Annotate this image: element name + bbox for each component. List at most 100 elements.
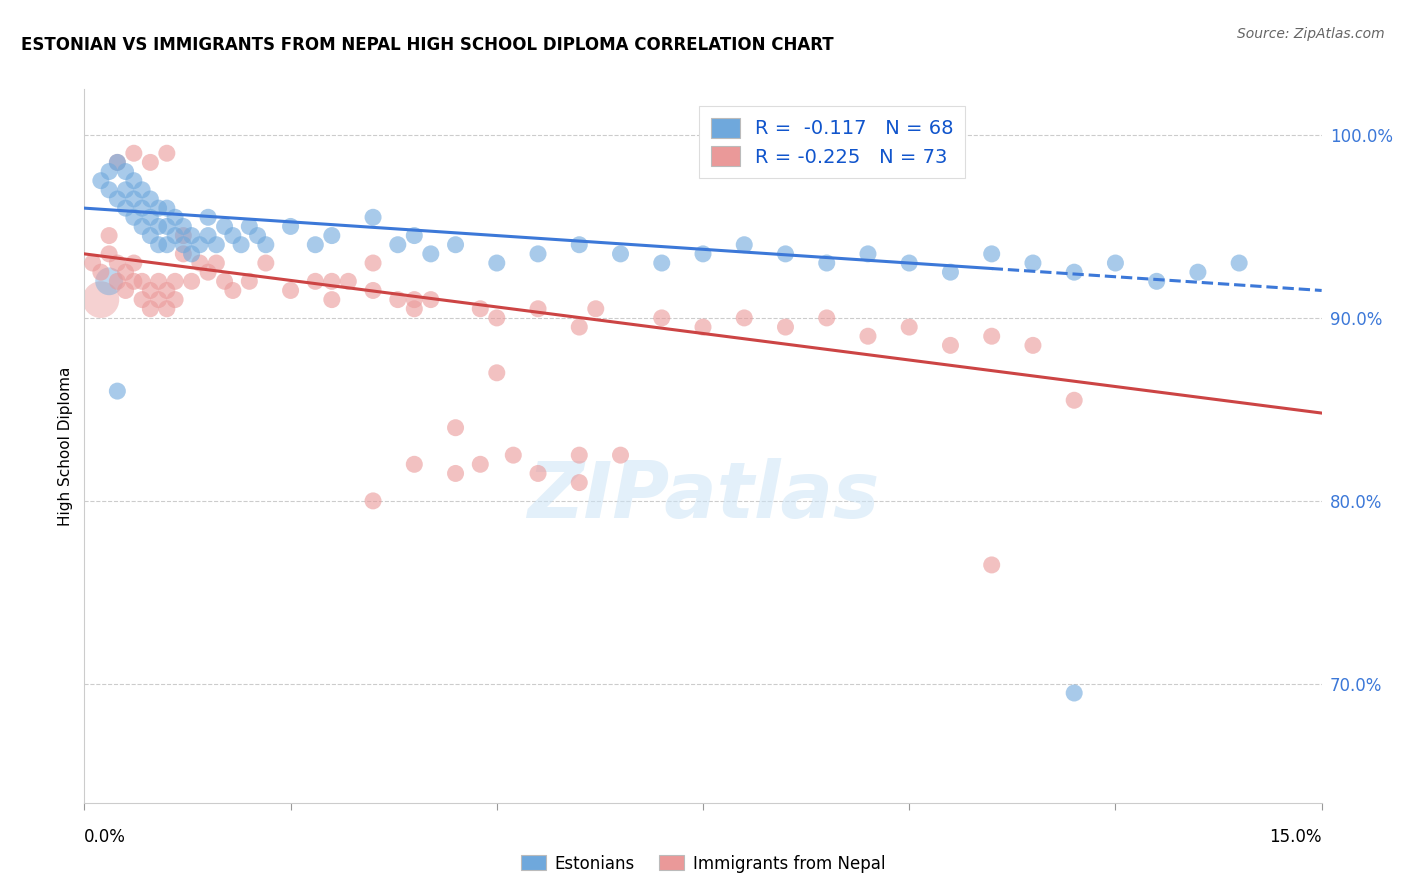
Point (131, 201, 153, 215)
Point (238, 219, 260, 234)
Point (404, 301, 426, 316)
Point (172, 247, 194, 261)
Point (337, 274, 360, 288)
Point (1063, 686, 1085, 700)
Point (980, 558, 1002, 572)
Point (1063, 265, 1085, 279)
Point (692, 320, 714, 334)
Text: ESTONIAN VS IMMIGRANTS FROM NEPAL HIGH SCHOOL DIPLOMA CORRELATION CHART: ESTONIAN VS IMMIGRANTS FROM NEPAL HIGH S… (21, 36, 834, 54)
Point (1146, 274, 1168, 288)
Point (419, 293, 441, 307)
Point (609, 448, 631, 462)
Point (122, 211, 145, 225)
Point (1104, 256, 1126, 270)
Point (165, 274, 187, 288)
Point (387, 237, 409, 252)
Point (651, 256, 673, 270)
Point (856, 247, 879, 261)
Point (139, 228, 162, 243)
Text: 15.0%: 15.0% (1270, 828, 1322, 846)
Point (172, 219, 194, 234)
Point (404, 228, 426, 243)
Point (815, 256, 838, 270)
Point (188, 237, 211, 252)
Point (148, 237, 170, 252)
Point (939, 338, 962, 352)
Point (139, 301, 162, 316)
Point (238, 274, 260, 288)
Point (651, 310, 673, 325)
Point (444, 237, 467, 252)
Point (197, 228, 219, 243)
Point (98, 164, 121, 178)
Point (90, 174, 112, 188)
Point (156, 284, 179, 298)
Point (180, 228, 202, 243)
Point (131, 274, 153, 288)
Point (156, 237, 179, 252)
Point (470, 301, 492, 316)
Point (156, 219, 179, 234)
Point (197, 211, 219, 225)
Point (775, 320, 797, 334)
Point (898, 320, 921, 334)
Point (165, 228, 187, 243)
Point (122, 146, 145, 161)
Point (139, 211, 162, 225)
Point (254, 256, 277, 270)
Text: 0.0%: 0.0% (84, 828, 127, 846)
Point (568, 320, 591, 334)
Point (105, 155, 128, 169)
Text: Source: ZipAtlas.com: Source: ZipAtlas.com (1237, 27, 1385, 41)
Point (172, 237, 194, 252)
Point (122, 174, 145, 188)
Point (82, 256, 104, 270)
Point (222, 284, 245, 298)
Point (775, 247, 797, 261)
Point (304, 274, 326, 288)
Point (90, 293, 112, 307)
Point (856, 329, 879, 343)
Point (321, 228, 343, 243)
Point (197, 265, 219, 279)
Point (139, 284, 162, 298)
Point (180, 247, 202, 261)
Point (188, 256, 211, 270)
Point (527, 247, 550, 261)
Point (444, 467, 467, 481)
Point (733, 237, 755, 252)
Point (105, 192, 128, 206)
Point (105, 274, 128, 288)
Point (1227, 256, 1250, 270)
Point (229, 237, 252, 252)
Point (733, 310, 755, 325)
Point (280, 219, 302, 234)
Point (122, 192, 145, 206)
Point (114, 201, 136, 215)
Point (321, 293, 343, 307)
Point (165, 211, 187, 225)
Point (180, 274, 202, 288)
Point (148, 219, 170, 234)
Point (148, 293, 170, 307)
Point (321, 274, 343, 288)
Point (568, 448, 591, 462)
Point (222, 228, 245, 243)
Point (90, 265, 112, 279)
Point (485, 256, 508, 270)
Point (139, 155, 162, 169)
Point (692, 247, 714, 261)
Point (165, 293, 187, 307)
Point (419, 247, 441, 261)
Point (1187, 265, 1209, 279)
Point (585, 301, 607, 316)
Point (980, 329, 1002, 343)
Point (98, 247, 121, 261)
Point (304, 237, 326, 252)
Point (898, 256, 921, 270)
Point (105, 256, 128, 270)
Point (609, 247, 631, 261)
Point (148, 201, 170, 215)
Point (485, 366, 508, 380)
Legend: Estonians, Immigrants from Nepal: Estonians, Immigrants from Nepal (515, 848, 891, 880)
